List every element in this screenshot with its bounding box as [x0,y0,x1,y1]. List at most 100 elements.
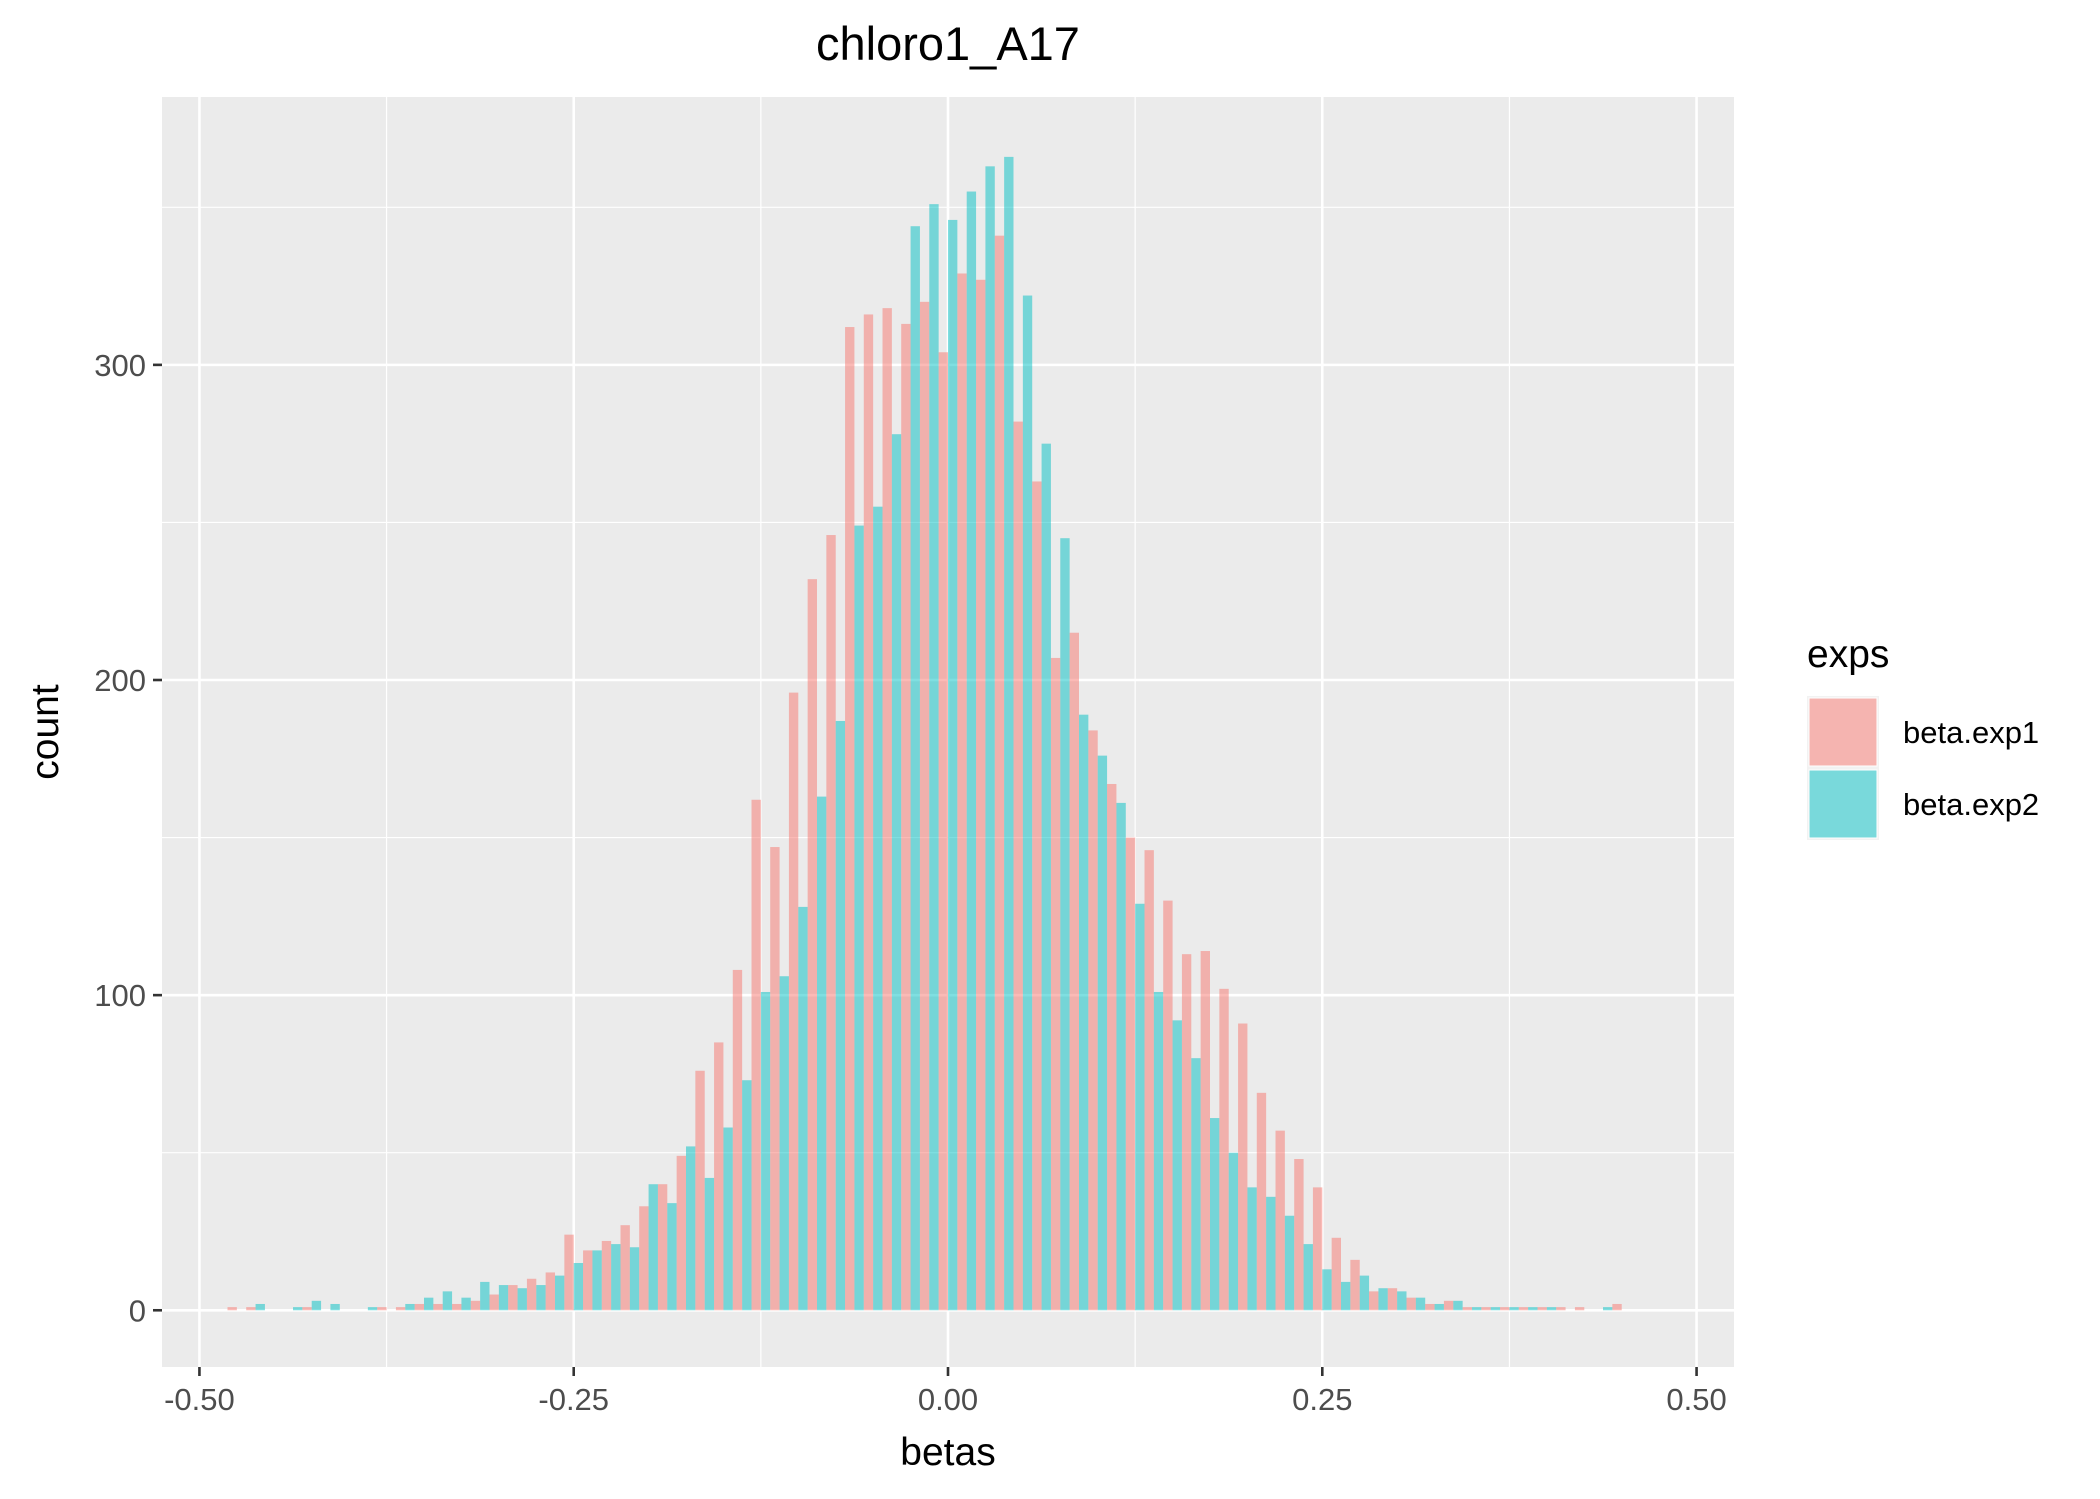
histogram-bar-beta-exp2 [742,1080,752,1311]
histogram-bar-beta-exp2 [498,1285,509,1311]
histogram-bar-beta-exp1 [1200,951,1210,1311]
histogram-bar-beta-exp1 [1312,1187,1323,1311]
histogram-bar-beta-exp2 [1004,156,1014,1311]
x-tick-label: -0.50 [164,1382,235,1417]
histogram-bar-beta-exp2 [311,1300,322,1311]
histogram-bar-beta-exp2 [667,1203,677,1311]
histogram-bar-beta-exp1 [1107,783,1117,1311]
histogram-bar-beta-exp2 [1472,1307,1482,1311]
histogram-bar-beta-exp1 [1069,632,1079,1311]
histogram-bar-beta-exp2 [536,1285,546,1311]
histogram-bar-beta-exp2 [1247,1187,1257,1311]
histogram-bar-beta-exp1 [564,1234,574,1311]
histogram-bar-beta-exp1 [1537,1307,1547,1311]
x-tick-label: 0.50 [1666,1382,1726,1417]
histogram-bar-beta-exp1 [470,1300,481,1311]
x-tick-label: -0.25 [538,1382,609,1417]
histogram-bar-beta-exp1 [1462,1307,1472,1311]
histogram-bar-beta-exp1 [957,273,967,1311]
histogram-bar-beta-exp1 [433,1303,443,1311]
histogram-bar-beta-exp2 [1022,295,1033,1311]
histogram-bar-beta-exp2 [1359,1275,1370,1311]
histogram-bar-beta-exp1 [938,352,948,1311]
y-axis-title: count [24,684,67,780]
histogram-bar-beta-exp2 [1453,1300,1463,1311]
histogram-bar-beta-exp2 [330,1303,340,1311]
histogram-bar-beta-exp2 [424,1297,434,1311]
histogram-bar-beta-exp1 [1256,1092,1267,1311]
histogram-bar-beta-exp1 [377,1307,387,1311]
histogram-bar-beta-exp2 [442,1291,453,1311]
histogram-bar-beta-exp2 [1341,1281,1351,1311]
histogram-bar-beta-exp1 [1088,730,1098,1311]
histogram-bar-beta-exp2 [611,1244,621,1311]
histogram-bar-beta-exp2 [1172,1020,1182,1311]
histogram-bar-beta-exp1 [639,1206,649,1311]
legend-label: beta.exp1 [1903,715,2039,750]
histogram-bar-beta-exp2 [1322,1269,1332,1311]
histogram-bar-beta-exp1 [1013,421,1023,1311]
histogram-bar-beta-exp2 [1603,1307,1613,1311]
y-tick-label: 0 [129,1293,146,1328]
histogram-bar-beta-exp2 [948,219,958,1311]
histogram-bar-beta-exp2 [1135,903,1145,1311]
histogram-bar-beta-exp2 [1079,714,1089,1311]
legend-key-swatch [1808,697,1878,767]
histogram-bar-beta-exp1 [863,314,874,1311]
histogram-bar-beta-exp1 [1387,1288,1398,1311]
histogram-bar-beta-exp2 [461,1297,471,1311]
histogram-bar-beta-exp1 [1125,837,1136,1311]
histogram-bar-beta-exp2 [817,796,827,1311]
histogram-bar-beta-exp2 [1509,1307,1519,1311]
histogram-bar-beta-exp1 [1032,481,1042,1311]
histogram-bar-beta-exp1 [695,1070,705,1311]
histogram-bar-beta-exp2 [985,166,995,1311]
histogram-bar-beta-exp2 [1378,1288,1388,1311]
histogram-bar-beta-exp1 [676,1155,686,1311]
histogram-bar-beta-exp2 [293,1307,303,1311]
histogram-bar-beta-exp1 [826,535,836,1311]
histogram-bar-beta-exp1 [545,1272,555,1311]
histogram-bar-beta-exp1 [1050,657,1061,1311]
histogram-bar-beta-exp1 [1500,1307,1510,1311]
histogram-bar-beta-exp2 [1153,991,1164,1311]
histogram-bar-beta-exp2 [704,1177,715,1311]
histogram-bar-beta-exp2 [891,434,902,1311]
histogram-bar-beta-exp1 [1181,954,1192,1311]
histogram-bar-beta-exp1 [751,799,761,1311]
histogram-bar-beta-exp1 [489,1294,499,1311]
histogram-bar-beta-exp2 [555,1275,565,1311]
histogram-bar-beta-exp1 [620,1225,630,1311]
x-axis-ticks: -0.50 -0.25 0.00 0.25 0.50 [164,1367,1727,1417]
histogram-bar-beta-exp2 [1490,1307,1501,1311]
histogram-bar-beta-exp1 [1518,1307,1529,1311]
histogram-bar-beta-exp2 [367,1307,378,1311]
histogram-bar-beta-exp1 [583,1250,593,1311]
histogram-bar-beta-exp1 [302,1307,312,1311]
legend-title: exps [1807,633,1889,676]
histogram-bar-beta-exp1 [1238,1023,1248,1311]
histogram-bar-beta-exp2 [1415,1297,1426,1311]
histogram-bar-beta-exp2 [966,191,977,1311]
histogram-bar-beta-exp2 [1191,1058,1201,1311]
histogram-bar-beta-exp1 [1425,1303,1435,1311]
histogram-bar-beta-exp2 [592,1250,602,1311]
histogram-bar-beta-exp1 [994,235,1005,1311]
histogram-bar-beta-exp2 [910,226,920,1311]
histogram-bar-beta-exp1 [807,579,817,1311]
histogram-bar-beta-exp1 [526,1278,537,1311]
histogram-bar-beta-exp1 [1406,1297,1416,1311]
histogram-bar-beta-exp2 [1228,1152,1239,1311]
histogram-bar-beta-exp2 [480,1281,490,1311]
histogram-bar-beta-exp2 [1266,1196,1276,1311]
histogram-bar-beta-exp1 [1331,1237,1341,1311]
histogram-bar-beta-exp2 [723,1127,733,1311]
x-axis-title: betas [900,1431,995,1474]
histogram-bar-beta-exp1 [901,323,911,1311]
histogram-bar-beta-exp1 [414,1303,424,1311]
histogram-bar-beta-exp2 [760,991,771,1311]
x-tick-label: 0.25 [1292,1382,1352,1417]
histogram-bar-beta-exp2 [1041,443,1051,1311]
histogram-bar-beta-exp2 [779,976,789,1311]
